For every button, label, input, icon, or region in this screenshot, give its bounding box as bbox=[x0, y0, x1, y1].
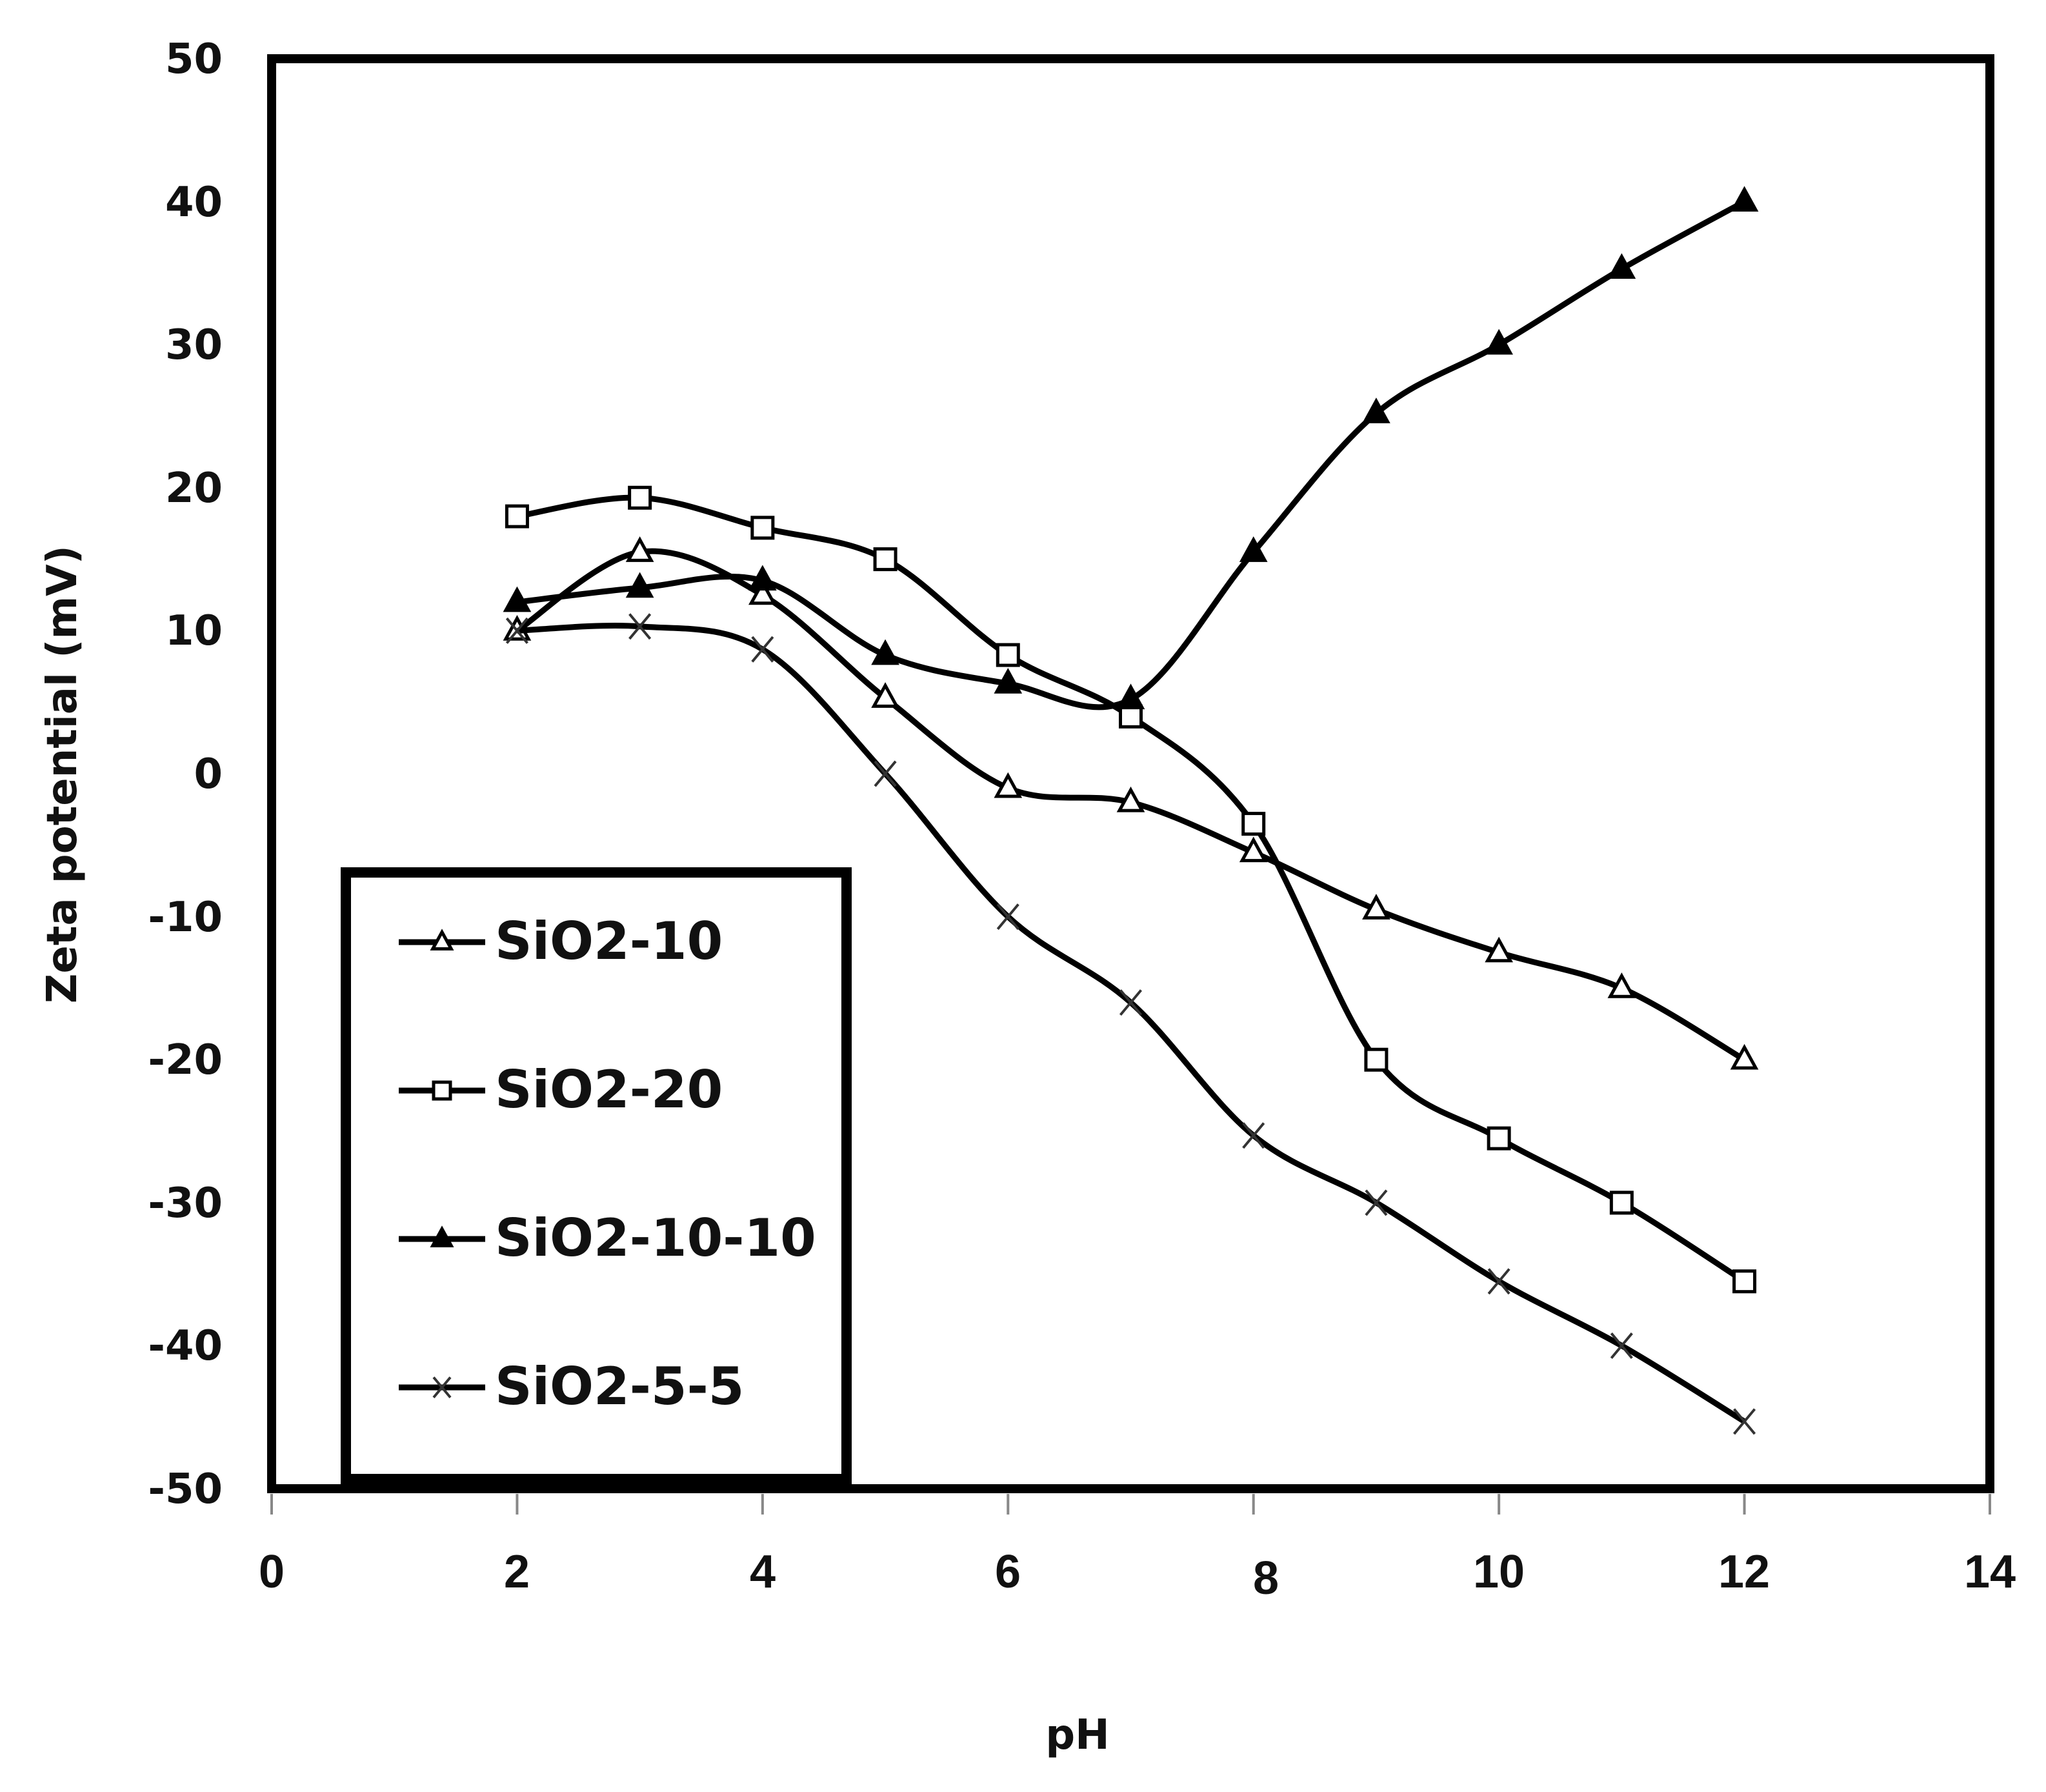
filled-triangle-marker-icon bbox=[871, 639, 899, 665]
y-tick-label: -40 bbox=[148, 1322, 223, 1370]
x-marker-icon bbox=[432, 1376, 452, 1398]
x-tick-label: 8 bbox=[1253, 1553, 1279, 1604]
x-tick-label: 2 bbox=[504, 1546, 530, 1598]
filled-triangle-marker-icon bbox=[748, 565, 777, 591]
open-square-marker-icon bbox=[1241, 812, 1266, 836]
legend-label-sio2-10-10: SiO2-10-10 bbox=[495, 1208, 816, 1268]
legend-label-sio2-5-5: SiO2-5-5 bbox=[495, 1356, 744, 1416]
y-tick-label: -50 bbox=[148, 1465, 223, 1513]
open-square-marker-icon bbox=[432, 1080, 452, 1101]
x-marker-icon bbox=[628, 613, 652, 640]
x-tick-label: 4 bbox=[750, 1546, 776, 1598]
y-tick-label: 30 bbox=[165, 321, 223, 369]
legend-label-sio2-20: SiO2-20 bbox=[495, 1060, 723, 1120]
filled-triangle-marker-icon bbox=[994, 668, 1023, 694]
open-triangle-marker-icon bbox=[871, 682, 899, 708]
x-marker-icon bbox=[874, 760, 897, 787]
x-marker-icon bbox=[505, 617, 528, 644]
open-triangle-marker-icon bbox=[625, 536, 654, 562]
open-triangle-marker-icon bbox=[994, 772, 1023, 798]
open-triangle-marker-icon bbox=[1116, 786, 1145, 812]
x-tick-label: 10 bbox=[1473, 1546, 1525, 1598]
x-tick-labels: 0 2 4 6 8 10 12 14 bbox=[259, 1546, 2016, 1604]
open-square-marker-icon bbox=[1487, 1126, 1511, 1151]
x-marker-icon bbox=[1242, 1122, 1265, 1149]
open-triangle-marker-icon bbox=[1607, 972, 1636, 998]
open-triangle-marker-icon bbox=[1362, 894, 1390, 920]
x-tick-label: 6 bbox=[995, 1546, 1021, 1598]
open-square-marker-icon bbox=[505, 504, 529, 529]
open-triangle-marker-icon bbox=[430, 929, 454, 951]
filled-triangle-marker-icon bbox=[1116, 683, 1145, 710]
filled-triangle-marker-icon bbox=[1239, 536, 1268, 562]
filled-triangle-marker-icon bbox=[625, 572, 654, 598]
open-triangle-marker-icon bbox=[1239, 836, 1268, 863]
filled-triangle-marker-icon bbox=[1730, 186, 1759, 212]
x-marker-icon bbox=[1119, 989, 1143, 1016]
series-line bbox=[516, 494, 1746, 1284]
y-tick-label: 20 bbox=[165, 465, 223, 512]
filled-triangle-marker-icon bbox=[503, 586, 532, 612]
open-square-marker-icon bbox=[1609, 1191, 1634, 1215]
open-square-marker-icon bbox=[628, 485, 652, 510]
filled-triangle-marker-icon bbox=[1362, 398, 1390, 423]
filled-triangle-marker-icon bbox=[1607, 253, 1636, 279]
open-square-marker-icon bbox=[996, 643, 1020, 667]
x-marker-icon bbox=[751, 636, 774, 663]
x-marker-icon bbox=[1610, 1332, 1633, 1359]
x-tick-label: 0 bbox=[259, 1546, 285, 1598]
y-axis: 50 40 30 20 10 0 -10 -20 -30 -40 -50 bbox=[148, 35, 223, 1513]
filled-triangle-marker-icon bbox=[1485, 328, 1513, 355]
series-sio2-5-5 bbox=[505, 613, 1756, 1435]
x-marker-icon bbox=[1365, 1189, 1388, 1216]
y-tick-label: 10 bbox=[165, 607, 223, 655]
y-tick-label: 0 bbox=[194, 750, 223, 798]
open-square-marker-icon bbox=[1119, 704, 1143, 729]
series-sio2-10-10 bbox=[503, 186, 1759, 710]
x-marker-icon bbox=[996, 903, 1019, 931]
legend-swatch bbox=[399, 1225, 485, 1247]
y-tick-label: 50 bbox=[165, 35, 223, 83]
open-square-marker-icon bbox=[750, 516, 775, 540]
y-tick-label: 40 bbox=[165, 179, 223, 227]
legend-swatch bbox=[399, 1376, 485, 1398]
filled-triangle-marker-icon bbox=[430, 1225, 454, 1247]
series-sio2-10 bbox=[503, 536, 1759, 1070]
x-axis-title: pH bbox=[1045, 1711, 1109, 1759]
open-triangle-marker-icon bbox=[748, 579, 777, 605]
x-tick-label: 12 bbox=[1718, 1546, 1770, 1598]
x-marker-icon bbox=[1733, 1408, 1756, 1435]
y-tick-label: -10 bbox=[148, 894, 223, 941]
x-tick-label: 14 bbox=[1964, 1546, 2016, 1598]
series-sio2-20 bbox=[505, 485, 1757, 1294]
legend-swatch bbox=[399, 1080, 485, 1101]
series-line bbox=[516, 199, 1746, 710]
legend-box bbox=[341, 867, 852, 1484]
open-triangle-marker-icon bbox=[1730, 1043, 1759, 1070]
y-axis-title: Zeta potential (mV) bbox=[39, 545, 86, 1003]
x-marker-icon bbox=[1487, 1268, 1510, 1295]
legend: SiO2-10 SiO2-20 SiO2-10-10 SiO2-5-5 bbox=[341, 867, 852, 1484]
open-square-marker-icon bbox=[1732, 1269, 1757, 1294]
x-axis bbox=[270, 1494, 1991, 1515]
legend-label-sio2-10: SiO2-10 bbox=[495, 911, 723, 971]
plot-frame bbox=[267, 54, 1994, 1493]
open-square-marker-icon bbox=[873, 547, 898, 572]
y-tick-label: -30 bbox=[148, 1180, 223, 1227]
series-layer bbox=[503, 186, 1759, 1435]
open-square-marker-icon bbox=[1364, 1047, 1389, 1072]
y-tick-label: -20 bbox=[148, 1036, 223, 1084]
legend-swatch bbox=[399, 929, 485, 951]
open-triangle-marker-icon bbox=[1485, 936, 1513, 963]
